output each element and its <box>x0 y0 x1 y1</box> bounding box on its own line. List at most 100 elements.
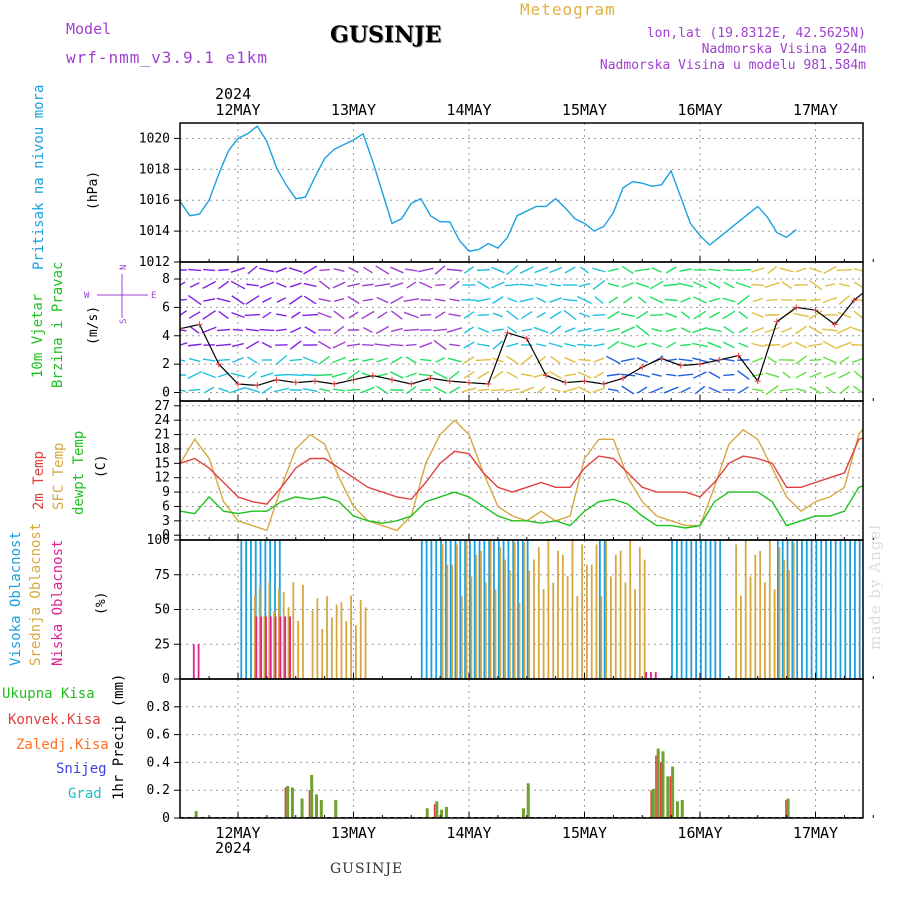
wind-arrow <box>435 284 446 286</box>
day-label-top: 17MAY <box>793 101 838 119</box>
wind-arrow <box>246 283 259 287</box>
wind-arrow <box>491 328 504 332</box>
model-label: Model <box>66 20 112 38</box>
cloud-bar-2 <box>279 616 282 679</box>
cloud-bar-0 <box>690 540 693 679</box>
cloud-bar-0 <box>786 540 789 679</box>
cloud-bar-1 <box>605 540 608 679</box>
wind-arrow <box>433 339 447 351</box>
cloud-bar-0 <box>483 540 486 679</box>
wind-gust-marker <box>408 380 415 387</box>
wind-arrow <box>319 388 331 392</box>
wind-arrow <box>637 342 648 348</box>
wind-arrow <box>592 280 606 290</box>
wind-arrow <box>564 373 576 377</box>
cloud-bar-0 <box>893 540 895 679</box>
wind-arrow <box>260 372 274 378</box>
wind-gust-marker <box>466 379 472 386</box>
wind-arrow <box>694 385 706 395</box>
precip-total-bar <box>319 799 323 818</box>
cloud-bar-1 <box>273 611 275 679</box>
wind-arrow <box>636 357 648 363</box>
precip-total-bar <box>680 799 684 818</box>
wind-arrow <box>533 326 549 334</box>
precip-conv-bar <box>785 799 787 818</box>
wind-arrow <box>723 358 735 362</box>
wind-arrow <box>896 297 900 303</box>
wind-arrow <box>738 326 749 334</box>
wind-gust-marker <box>600 380 607 387</box>
wind-arrow <box>318 340 332 350</box>
pressure-line <box>180 125 797 252</box>
cloud-bar-1 <box>634 589 636 679</box>
wind-arrow <box>202 280 216 290</box>
wind-arrow <box>390 343 404 347</box>
wind-arrow <box>564 266 576 274</box>
temp-ylabel-3: dewpt Temp <box>71 431 87 515</box>
wind-arrow <box>477 343 490 347</box>
pressure-ytick-label: 1016 <box>139 193 170 208</box>
wind-arrow <box>433 328 448 332</box>
cloud-bar-1 <box>278 589 280 679</box>
wind-arrow <box>492 296 504 304</box>
wind-arrow <box>564 342 576 348</box>
wind-arrow <box>794 325 808 335</box>
wind-arrow <box>707 341 722 349</box>
wind-arrow <box>247 371 258 379</box>
cloud-bar-0 <box>777 540 779 679</box>
wind-arrow <box>608 296 619 304</box>
cloud-bar-1 <box>768 540 771 679</box>
cloud-bar-1 <box>311 610 314 679</box>
wind-arrow <box>679 268 692 272</box>
wind-arrow <box>377 311 388 319</box>
wind-arrow <box>216 297 231 303</box>
wind-arrow <box>839 385 850 395</box>
wind-arrow <box>867 327 880 334</box>
wind-arrow <box>795 371 807 379</box>
cloud-bar-1 <box>749 576 752 679</box>
meteogram-label: Meteogram <box>520 0 616 19</box>
wind-arrow <box>463 341 475 349</box>
wind-arrow <box>692 326 708 334</box>
wind-arrow <box>836 326 852 334</box>
wind-arrow <box>838 371 851 379</box>
cloud-bar-1 <box>629 540 632 679</box>
temp-ytick-label: 3 <box>162 514 170 529</box>
cloud-bar-1 <box>788 570 790 679</box>
wind-arrow <box>737 386 749 394</box>
wind-arrow <box>854 281 863 289</box>
wind-arrow <box>549 370 562 380</box>
cloud-bar-0 <box>464 540 466 679</box>
cloud-bar-0 <box>512 540 515 679</box>
wind-arrow <box>795 267 807 273</box>
wind-arrow <box>766 298 778 302</box>
wind-arrow <box>390 282 404 288</box>
wind-arrow <box>275 328 287 332</box>
cloud-bar-0 <box>459 540 462 679</box>
wind-arrow <box>376 385 389 395</box>
cloud-bar-1 <box>316 598 319 679</box>
wind-arrow <box>838 295 851 305</box>
credit-watermark: made by Angel <box>866 523 884 650</box>
wind-arrow <box>635 324 649 336</box>
cloud-bar-1 <box>619 550 622 679</box>
wind-ylabel-1: 10m Vjetar <box>30 294 46 378</box>
wind-arrow <box>273 387 290 393</box>
cloud-bar-2 <box>260 616 263 679</box>
wind-arrow <box>823 371 837 379</box>
wind-arrow <box>620 357 635 363</box>
wind-arrow <box>651 328 662 332</box>
precip-conv-bar <box>433 804 436 818</box>
wind-arrow <box>808 343 823 347</box>
wind-arrow <box>735 268 752 272</box>
wind-arrow <box>708 268 721 272</box>
wind-arrow <box>218 280 230 290</box>
cloud-bar-0 <box>420 540 423 679</box>
wind-arrow <box>346 343 361 347</box>
wind-arrow <box>435 357 445 363</box>
wind-arrow <box>464 326 474 334</box>
wind-arrow <box>187 294 202 306</box>
wind-arrow <box>851 326 863 333</box>
wind-gust-marker <box>254 382 261 389</box>
wind-arrow <box>291 311 301 319</box>
